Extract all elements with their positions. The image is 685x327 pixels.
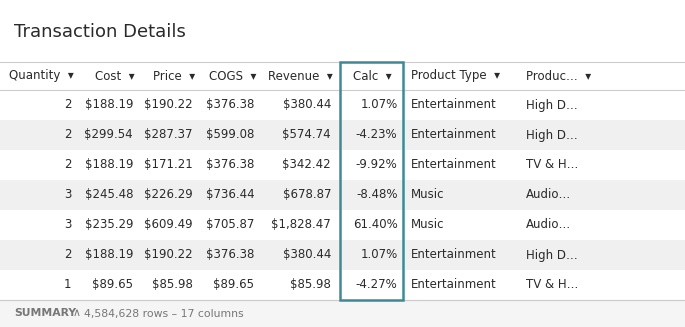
Text: -4.27%: -4.27% <box>356 279 397 291</box>
Text: Music: Music <box>411 218 445 232</box>
Bar <box>0 150 685 180</box>
Text: 2: 2 <box>64 129 71 142</box>
Text: Audio…: Audio… <box>526 218 571 232</box>
Bar <box>340 62 403 300</box>
Text: $380.44: $380.44 <box>283 98 331 112</box>
Text: Entertainment: Entertainment <box>411 159 497 171</box>
Text: $376.38: $376.38 <box>206 159 254 171</box>
Text: ∧: ∧ <box>73 308 81 318</box>
Text: TV & H…: TV & H… <box>526 159 578 171</box>
Text: Transaction Details: Transaction Details <box>14 23 186 41</box>
Bar <box>0 90 685 120</box>
Text: Calc  ▾: Calc ▾ <box>353 70 391 82</box>
Text: $574.74: $574.74 <box>282 129 331 142</box>
Text: 1: 1 <box>64 279 71 291</box>
Text: Entertainment: Entertainment <box>411 129 497 142</box>
Text: 61.40%: 61.40% <box>353 218 397 232</box>
Text: Price  ▾: Price ▾ <box>153 70 195 82</box>
Text: 2: 2 <box>64 159 71 171</box>
Bar <box>0 180 685 210</box>
Text: $89.65: $89.65 <box>213 279 254 291</box>
Text: $89.65: $89.65 <box>92 279 133 291</box>
Text: $171.21: $171.21 <box>144 159 192 171</box>
Text: Produc…  ▾: Produc… ▾ <box>526 70 591 82</box>
Text: TV & H…: TV & H… <box>526 279 578 291</box>
Text: 1.07%: 1.07% <box>360 249 397 262</box>
Bar <box>0 300 685 327</box>
Text: 3: 3 <box>64 188 71 201</box>
Text: $85.98: $85.98 <box>290 279 331 291</box>
Text: Entertainment: Entertainment <box>411 98 497 112</box>
Text: $705.87: $705.87 <box>206 218 254 232</box>
Text: Revenue  ▾: Revenue ▾ <box>269 70 333 82</box>
Text: 4,584,628 rows – 17 columns: 4,584,628 rows – 17 columns <box>84 308 244 318</box>
Text: High D…: High D… <box>526 249 577 262</box>
Text: Product Type  ▾: Product Type ▾ <box>411 70 500 82</box>
Text: $287.37: $287.37 <box>144 129 192 142</box>
Text: $190.22: $190.22 <box>144 98 192 112</box>
Text: Audio…: Audio… <box>526 188 571 201</box>
Bar <box>0 240 685 270</box>
Text: SUMMARY: SUMMARY <box>14 308 76 318</box>
Text: $226.29: $226.29 <box>144 188 192 201</box>
Text: $85.98: $85.98 <box>152 279 192 291</box>
Text: $342.42: $342.42 <box>282 159 331 171</box>
Text: Quantity  ▾: Quantity ▾ <box>9 70 73 82</box>
Text: $609.49: $609.49 <box>144 218 192 232</box>
Text: Entertainment: Entertainment <box>411 279 497 291</box>
Text: $678.87: $678.87 <box>282 188 331 201</box>
Text: $188.19: $188.19 <box>84 98 133 112</box>
Text: -8.48%: -8.48% <box>356 188 397 201</box>
Text: $190.22: $190.22 <box>144 249 192 262</box>
Text: $1,828.47: $1,828.47 <box>271 218 331 232</box>
Text: High D…: High D… <box>526 98 577 112</box>
Text: $245.48: $245.48 <box>84 188 133 201</box>
Bar <box>0 210 685 240</box>
Text: $376.38: $376.38 <box>206 98 254 112</box>
Text: $235.29: $235.29 <box>84 218 133 232</box>
Text: $380.44: $380.44 <box>283 249 331 262</box>
Text: $599.08: $599.08 <box>206 129 254 142</box>
Text: Cost  ▾: Cost ▾ <box>95 70 135 82</box>
Text: $736.44: $736.44 <box>206 188 254 201</box>
Text: Music: Music <box>411 188 445 201</box>
Text: 2: 2 <box>64 98 71 112</box>
Text: $376.38: $376.38 <box>206 249 254 262</box>
Text: -4.23%: -4.23% <box>356 129 397 142</box>
Text: 2: 2 <box>64 249 71 262</box>
Text: 1.07%: 1.07% <box>360 98 397 112</box>
Text: $299.54: $299.54 <box>84 129 133 142</box>
Text: Entertainment: Entertainment <box>411 249 497 262</box>
Text: -9.92%: -9.92% <box>356 159 397 171</box>
Bar <box>0 270 685 300</box>
Text: High D…: High D… <box>526 129 577 142</box>
Text: COGS  ▾: COGS ▾ <box>209 70 256 82</box>
Text: $188.19: $188.19 <box>84 159 133 171</box>
Text: $188.19: $188.19 <box>84 249 133 262</box>
Text: 3: 3 <box>64 218 71 232</box>
Bar <box>0 120 685 150</box>
